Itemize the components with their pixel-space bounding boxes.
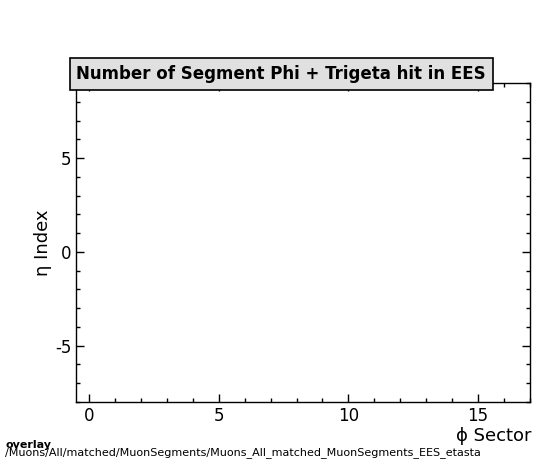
Y-axis label: η Index: η Index [34,209,52,276]
X-axis label: ϕ Sector: ϕ Sector [455,427,531,445]
Text: overlay: overlay [5,440,51,450]
Text: Number of Segment Phi + Trigeta hit in EES: Number of Segment Phi + Trigeta hit in E… [76,65,486,83]
Text: /Muons/All/matched/MuonSegments/Muons_All_matched_MuonSegments_EES_etasta: /Muons/All/matched/MuonSegments/Muons_Al… [5,447,482,458]
